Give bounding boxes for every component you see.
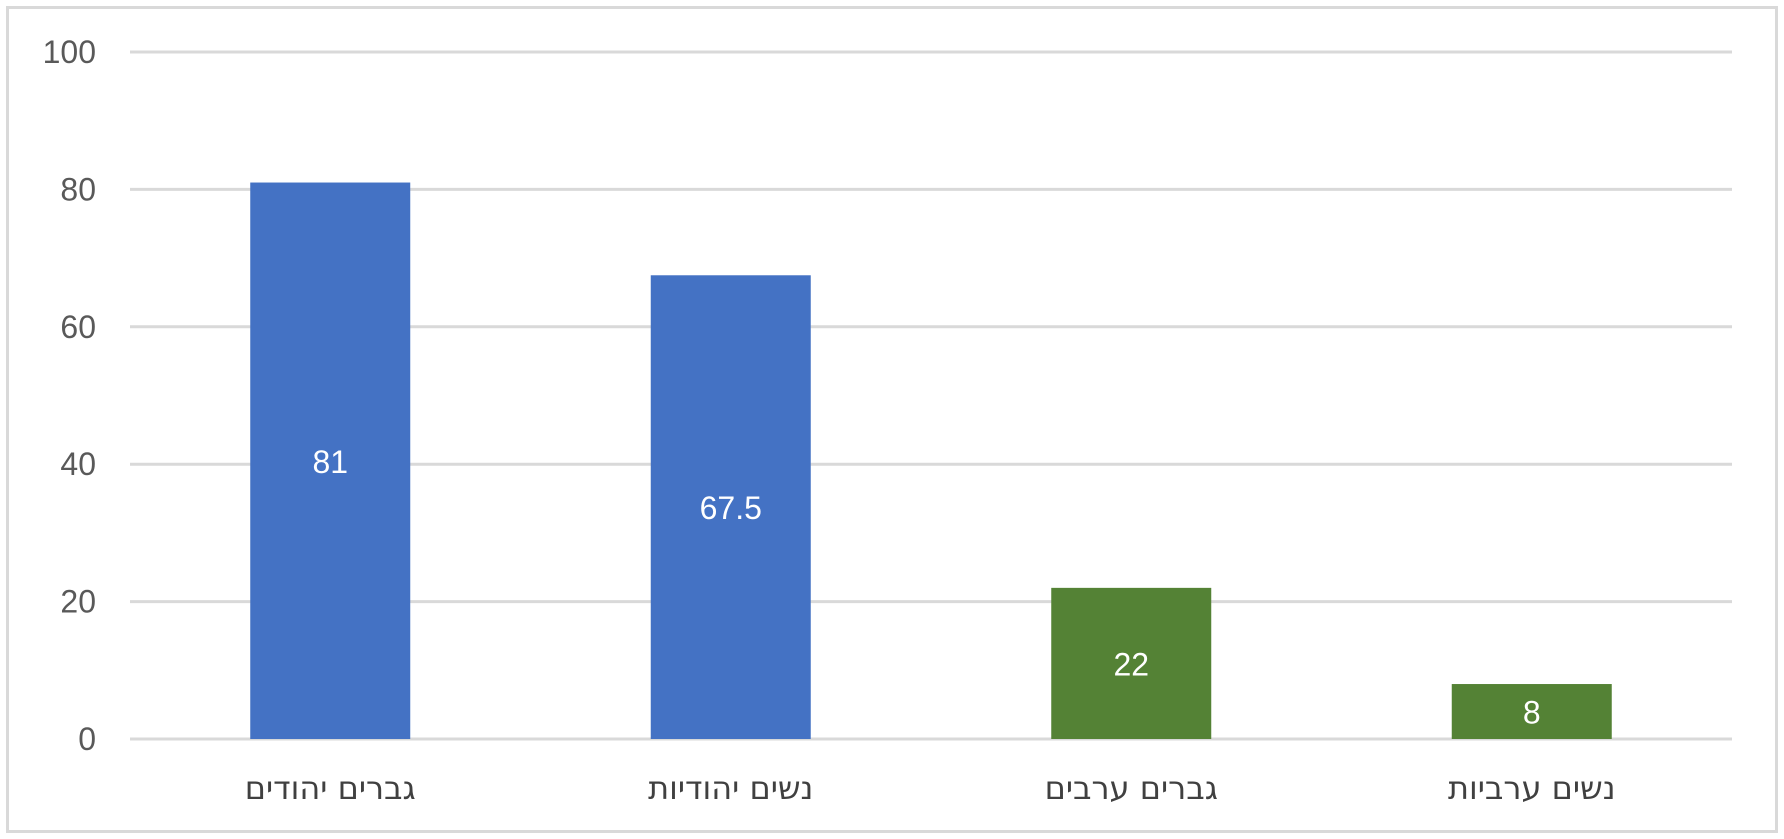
bar (650, 275, 811, 739)
data-labels: 81 67.5 22 8 (312, 444, 1540, 731)
category-label: גברים יהודים (245, 769, 416, 807)
category-label: נשים ערביות (1448, 769, 1616, 807)
y-tick-label: 100 (43, 34, 96, 70)
data-label: 81 (312, 444, 348, 480)
data-label: 67.5 (700, 490, 762, 526)
bar (1051, 587, 1212, 739)
category-label: נשים יהודיות (648, 769, 813, 807)
y-tick-label: 0 (78, 721, 96, 757)
x-axis-category-labels: גברים יהודים נשים יהודיות גברים ערבים נשים … (245, 769, 1616, 807)
y-axis-tick-labels: 0 20 40 60 80 100 (43, 34, 96, 757)
data-label: 22 (1113, 646, 1149, 682)
y-tick-label: 80 (60, 171, 96, 207)
y-tick-label: 40 (60, 446, 96, 482)
bar (1451, 684, 1612, 739)
data-label: 8 (1523, 695, 1541, 731)
y-tick-label: 20 (60, 584, 96, 620)
y-tick-label: 60 (60, 309, 96, 345)
bars (250, 182, 1612, 739)
category-label: גברים ערבים (1045, 769, 1218, 807)
bar (250, 182, 411, 739)
